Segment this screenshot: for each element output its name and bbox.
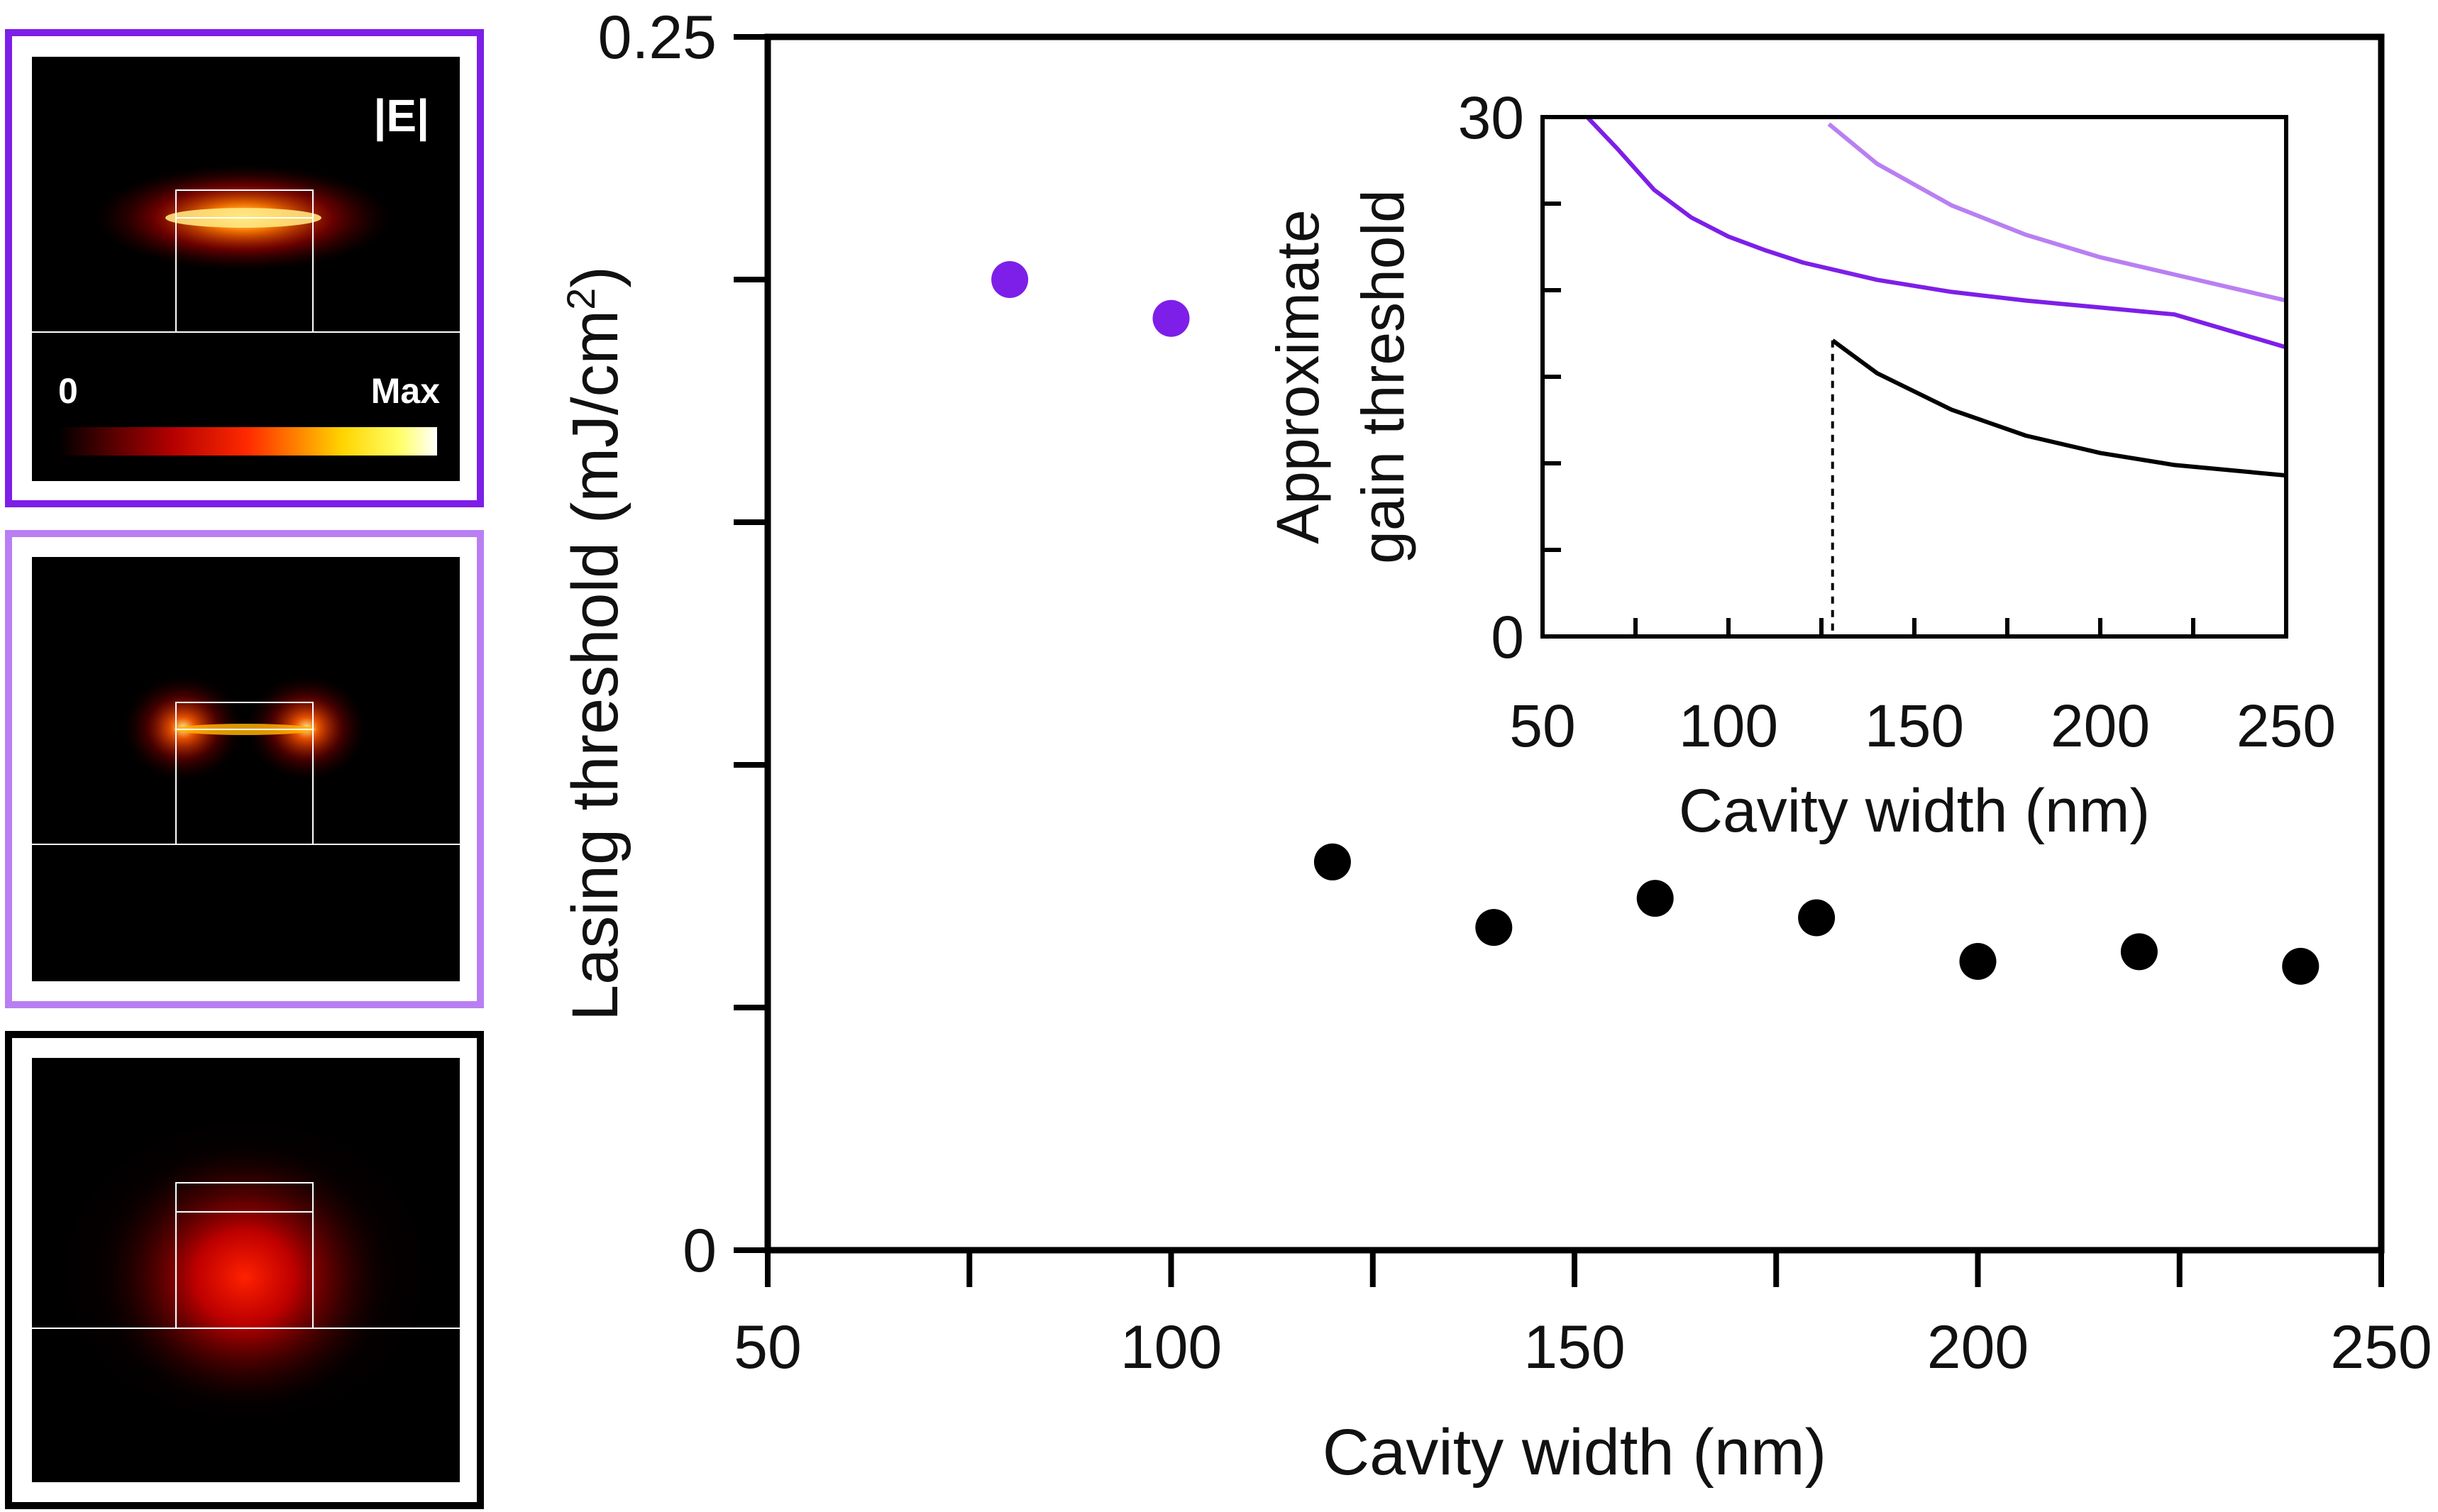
inset-curve [1585,115,2287,350]
inset-y-axis-label-line2: gain threshold [1350,189,1416,564]
inset-x-tick-label: 100 [1679,692,1778,759]
data-point [1152,299,1190,337]
main-data-points [991,261,2320,985]
panel-frame [5,530,484,1008]
inset-y-ticks: 0 30 [1458,84,1561,671]
field-label: |E| [374,90,430,142]
field-map-panel-1: |E| 0 Max [5,29,484,507]
main-x-tick-label: 200 [1927,1313,2029,1381]
main-y-tick-label: 0.25 [598,4,717,72]
inset-curves [1585,115,2287,478]
data-point [2120,933,2158,971]
main-x-ticks: 50 100 150 200 250 [734,1250,2432,1381]
inset-y-axis-label-line1: Approximate [1264,209,1331,544]
field-map-panel-3 [5,1031,484,1509]
inset-plot: 50 100 150 200 250 0 30 Cavity width (nm) App… [1264,84,2336,845]
data-point [1475,909,1513,947]
colorbar [58,427,437,456]
inset-x-tick-label: 200 [2051,692,2150,759]
colorbar-max-label: Max [371,371,440,411]
field-glow [103,1146,387,1408]
main-x-tick-label: 150 [1523,1313,1626,1381]
main-y-tick-label: 0 [683,1217,717,1285]
data-point [1798,899,1836,937]
main-x-axis-label: Cavity width (nm) [1323,1416,1827,1489]
colorbar-min-label: 0 [58,371,78,411]
main-y-axis-label-tail: ) [559,266,631,288]
main-y-axis-label-text: Lasing threshold (mJ/cm [559,310,631,1021]
main-x-tick-label: 250 [2330,1313,2432,1381]
inset-x-tick-label: 250 [2236,692,2336,759]
inset-plot-background [1543,117,2286,636]
data-point [1636,880,1674,917]
field-map-panel-2 [5,530,484,1008]
main-plot: 50 100 150 200 250 00.25 Cavity width (nm) L… [558,4,2432,1489]
data-point [1313,843,1351,881]
field-map-background [32,557,460,981]
main-y-axis-label-sup: 2 [558,288,603,310]
inset-curve [1827,122,2287,303]
data-point [2282,947,2320,985]
main-y-axis-label: Lasing threshold (mJ/cm2) [558,266,631,1021]
panel-frame [5,1031,484,1509]
data-point [1959,943,1997,981]
main-x-tick-label: 100 [1120,1313,1223,1381]
inset-curve [1831,338,2287,478]
main-y-ticks: 00.25 [598,4,768,1285]
panel-frame [5,29,484,507]
main-x-tick-label: 50 [734,1313,802,1381]
inset-x-tick-label: 150 [1865,692,1964,759]
data-point [991,261,1029,298]
inset-x-ticks: 50 100 150 200 250 [1509,618,2336,759]
inset-y-tick-label: 30 [1458,84,1524,151]
inset-x-axis-label: Cavity width (nm) [1679,777,2150,845]
inset-y-tick-label: 0 [1491,604,1524,671]
inset-x-tick-label: 50 [1509,692,1575,759]
